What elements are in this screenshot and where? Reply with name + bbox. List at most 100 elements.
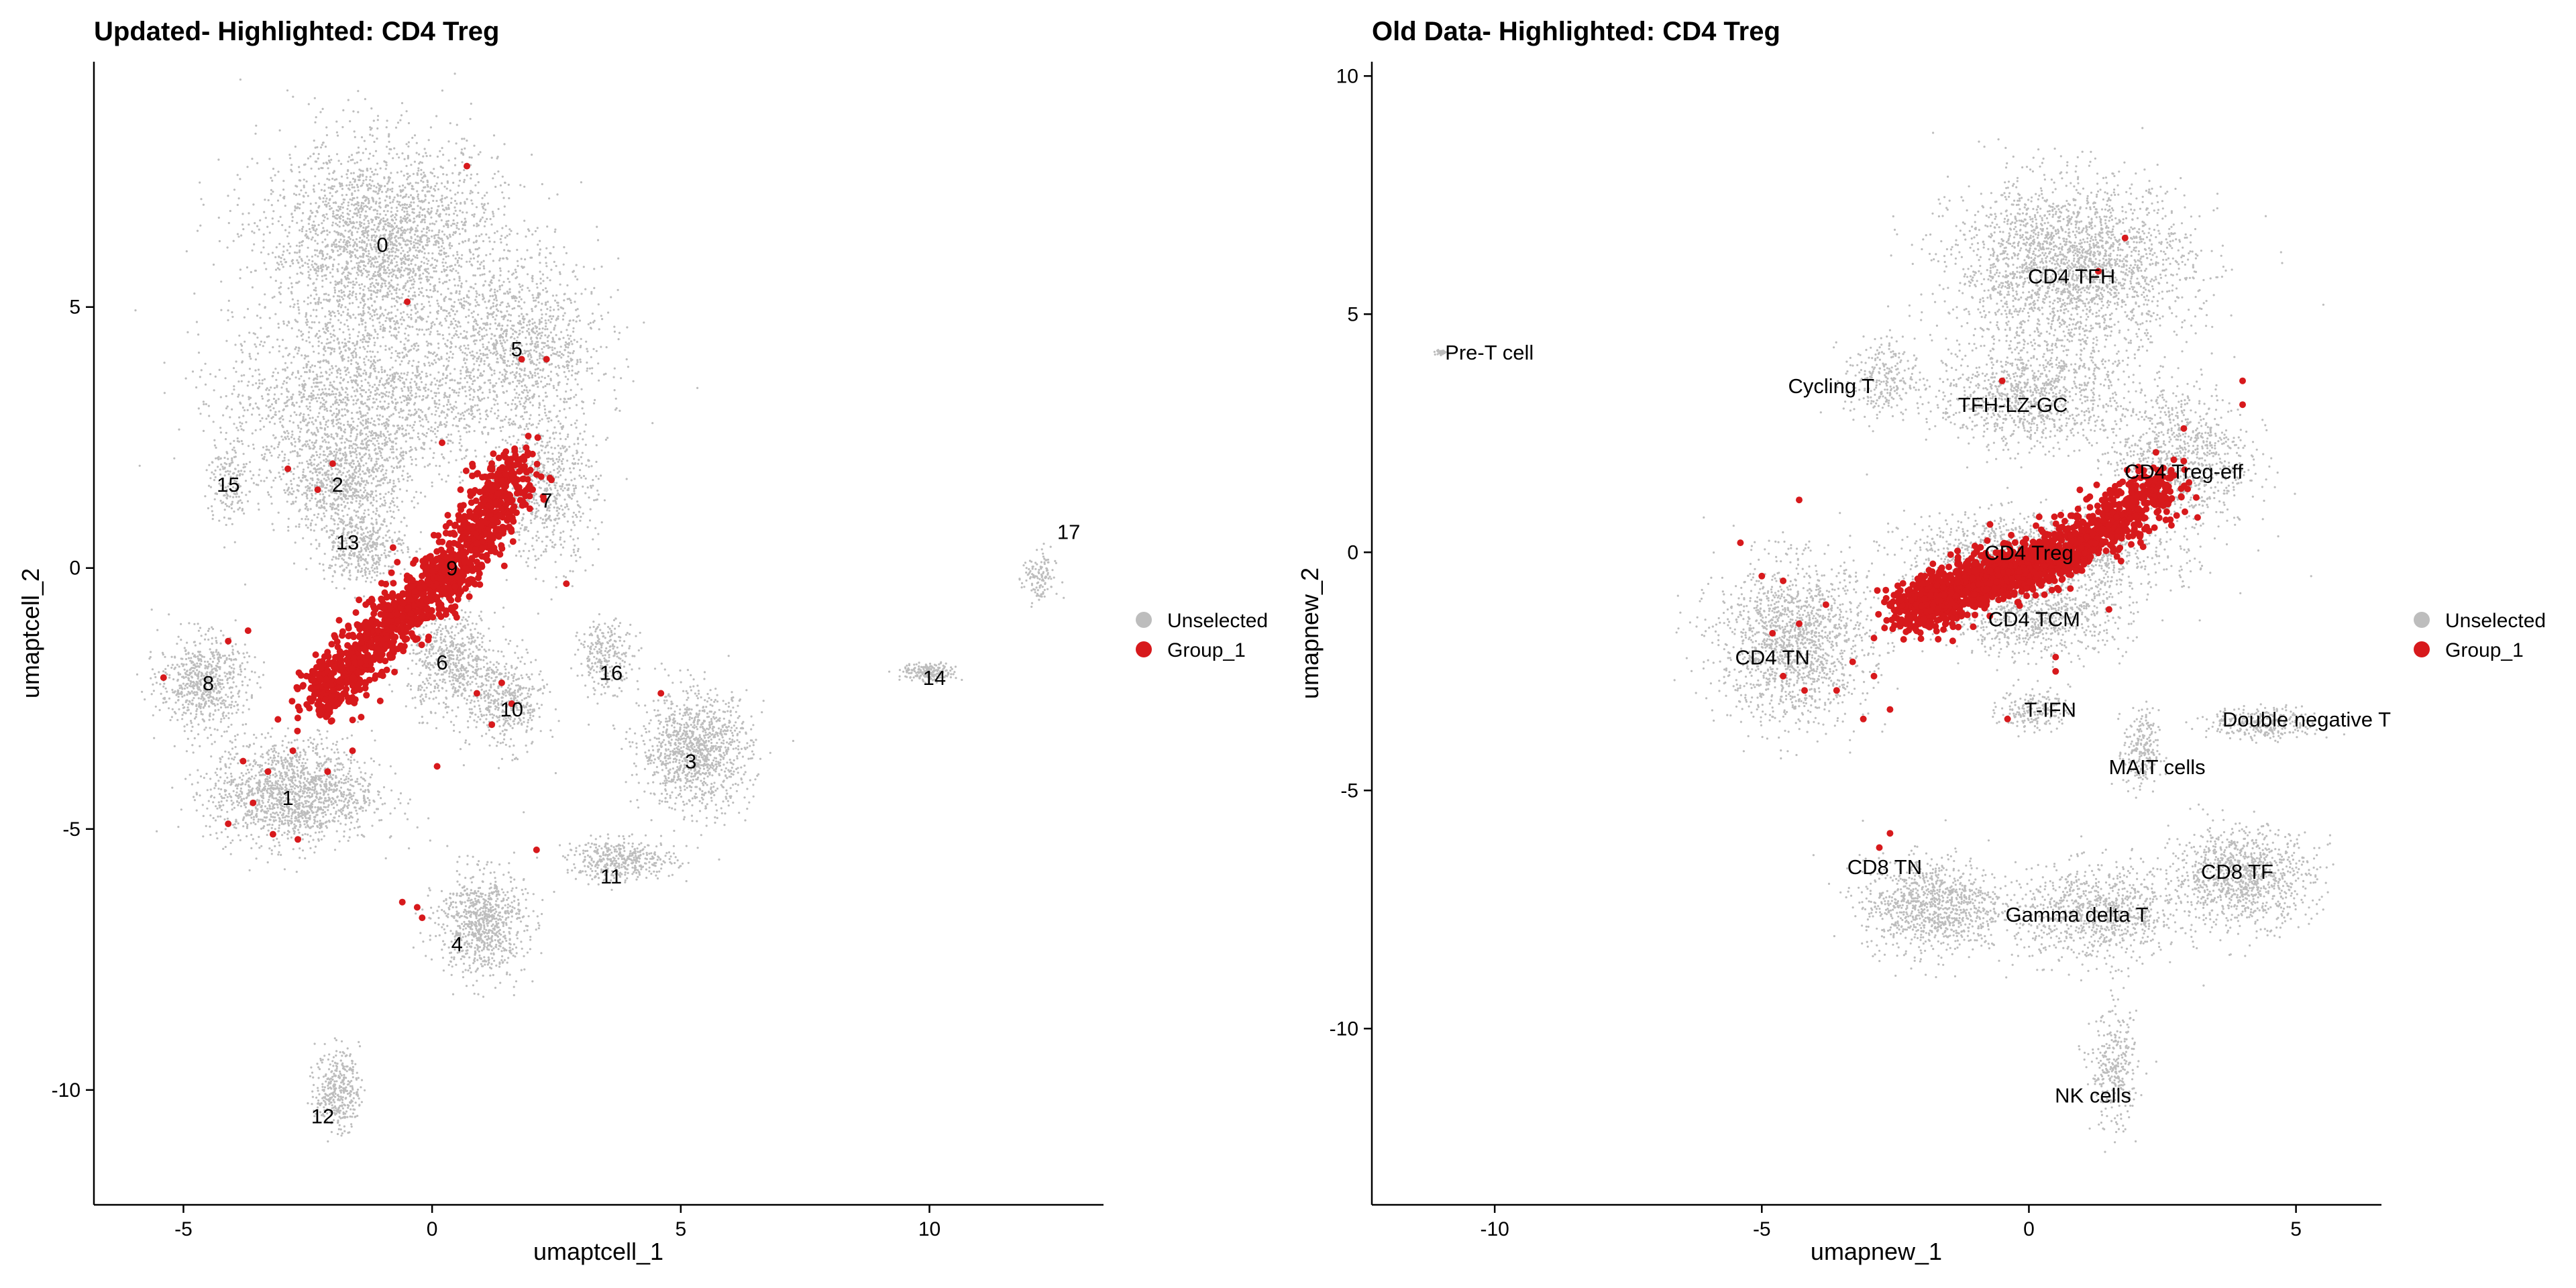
unselected-point <box>321 341 323 344</box>
unselected-point <box>352 342 355 345</box>
unselected-point <box>239 421 241 424</box>
unselected-point <box>546 276 549 279</box>
unselected-point <box>195 321 198 323</box>
unselected-point <box>505 390 508 392</box>
unselected-point <box>300 391 303 394</box>
unselected-point <box>301 448 303 451</box>
unselected-point <box>347 223 350 226</box>
unselected-point <box>405 288 407 291</box>
unselected-point <box>447 159 450 162</box>
unselected-point <box>416 303 419 305</box>
unselected-point <box>373 314 376 317</box>
unselected-point <box>427 362 430 364</box>
unselected-point <box>347 271 350 274</box>
unselected-point <box>505 244 508 246</box>
unselected-point <box>389 368 392 371</box>
unselected-point <box>301 383 304 386</box>
unselected-point <box>411 276 414 278</box>
unselected-point <box>398 185 401 188</box>
unselected-point <box>362 268 366 270</box>
unselected-point <box>341 184 343 187</box>
unselected-point <box>375 266 378 268</box>
unselected-point <box>433 175 436 178</box>
unselected-point <box>391 378 394 380</box>
unselected-point <box>462 223 465 226</box>
unselected-point <box>370 356 372 358</box>
unselected-point <box>297 206 299 209</box>
unselected-point <box>311 345 314 347</box>
unselected-point <box>252 384 254 386</box>
unselected-point <box>298 312 301 315</box>
unselected-point <box>292 372 294 374</box>
unselected-point <box>314 229 317 232</box>
unselected-point <box>457 272 460 274</box>
unselected-point <box>458 179 462 182</box>
unselected-point <box>386 271 388 274</box>
unselected-point <box>435 270 437 273</box>
unselected-point <box>347 281 350 284</box>
unselected-point <box>212 421 215 423</box>
unselected-point <box>409 414 412 417</box>
unselected-point <box>307 284 309 286</box>
unselected-point <box>434 441 437 444</box>
unselected-point <box>342 271 345 274</box>
unselected-point <box>474 449 477 452</box>
unselected-point <box>559 306 562 309</box>
unselected-point <box>305 229 308 232</box>
unselected-point <box>482 295 484 298</box>
unselected-point <box>318 329 321 332</box>
unselected-point <box>317 301 319 304</box>
unselected-point <box>363 369 366 372</box>
unselected-point <box>379 213 382 215</box>
unselected-point <box>409 270 412 272</box>
unselected-point <box>336 224 339 227</box>
unselected-point <box>453 417 455 420</box>
unselected-point <box>224 377 227 380</box>
unselected-point <box>421 328 423 331</box>
unselected-point <box>564 376 567 378</box>
unselected-point <box>348 424 351 427</box>
unselected-point <box>293 303 296 306</box>
unselected-point <box>333 311 335 314</box>
unselected-point <box>364 215 366 217</box>
unselected-point <box>294 146 297 148</box>
unselected-point <box>370 246 373 249</box>
unselected-point <box>350 359 353 362</box>
unselected-point <box>462 337 464 339</box>
unselected-point <box>372 190 375 193</box>
unselected-point <box>323 502 325 504</box>
unselected-point <box>270 189 272 191</box>
unselected-point <box>403 269 406 272</box>
unselected-point <box>481 431 484 433</box>
unselected-point <box>388 148 391 150</box>
unselected-point <box>247 445 250 447</box>
unselected-point <box>371 221 374 223</box>
unselected-point <box>417 432 420 435</box>
unselected-point <box>363 195 366 197</box>
unselected-point <box>355 379 358 382</box>
unselected-point <box>352 354 354 357</box>
unselected-point <box>308 326 311 329</box>
unselected-point <box>394 265 397 268</box>
unselected-point <box>433 323 436 326</box>
unselected-point <box>239 402 242 405</box>
unselected-point <box>352 177 355 180</box>
unselected-point <box>507 270 510 273</box>
unselected-point <box>296 259 299 262</box>
unselected-point <box>314 160 317 163</box>
unselected-point <box>309 459 312 462</box>
unselected-point <box>413 201 415 204</box>
unselected-point <box>539 248 542 251</box>
unselected-point <box>411 437 414 439</box>
unselected-point <box>368 152 372 155</box>
unselected-point <box>403 158 406 160</box>
unselected-point <box>338 418 341 421</box>
unselected-point <box>356 433 359 436</box>
unselected-point <box>334 315 337 317</box>
unselected-point <box>334 396 337 398</box>
unselected-point <box>317 168 320 170</box>
unselected-point <box>423 248 426 250</box>
unselected-point <box>376 127 379 130</box>
unselected-point <box>333 178 336 181</box>
unselected-point <box>479 274 482 276</box>
